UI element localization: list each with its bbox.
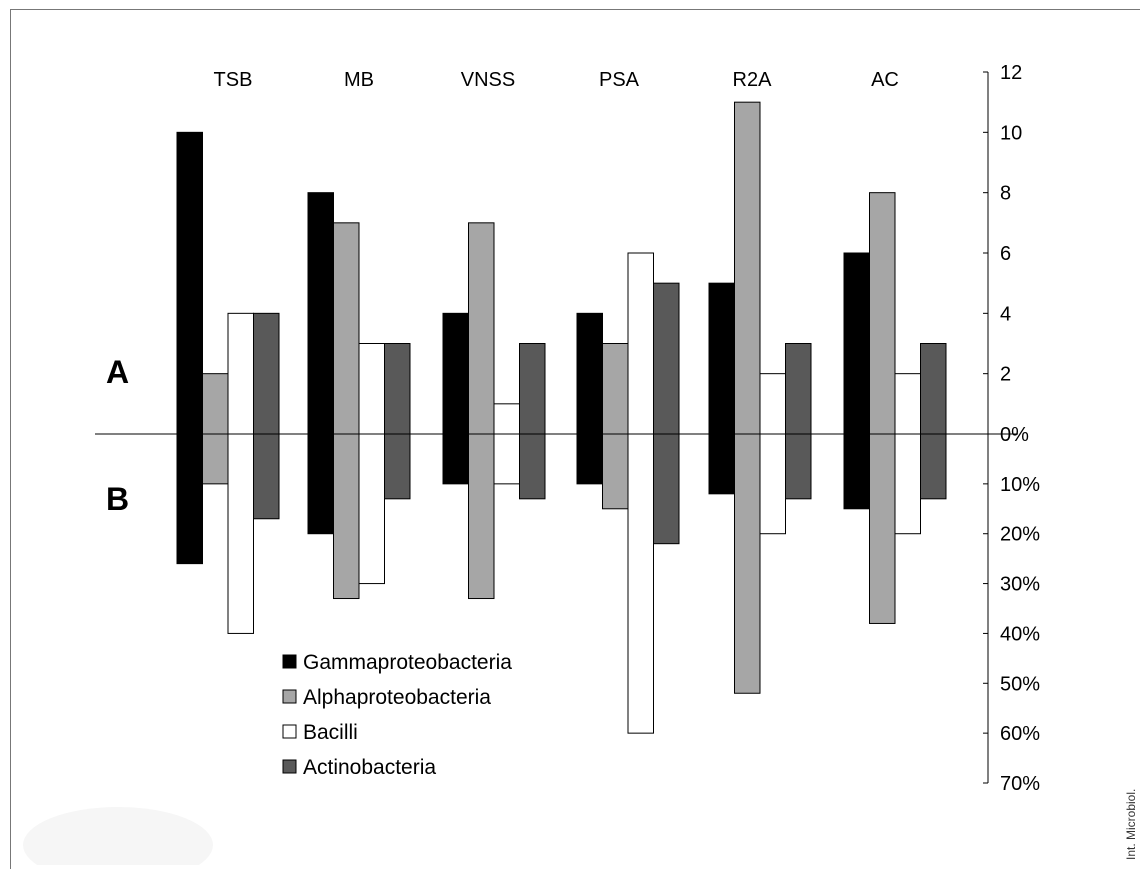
category-label-r2a: R2A <box>733 69 773 91</box>
bar-a-ac-gammaproteobacteria <box>843 252 870 435</box>
bar-a-r2a-actinobacteria <box>785 343 812 435</box>
panel-label-a: A <box>106 354 129 390</box>
bar-a-psa-alphaproteobacteria <box>602 343 629 435</box>
bar-b-psa-alphaproteobacteria <box>602 433 629 510</box>
tick-label: 50% <box>1000 673 1040 695</box>
bar-b-r2a-bacilli <box>759 433 786 535</box>
bar-b-vnss-bacilli <box>493 433 520 485</box>
tick-label: 0% <box>1000 424 1029 446</box>
legend: Gammaproteobacteria Alphaproteobacteria Ba… <box>282 651 512 779</box>
bar-b-r2a-gammaproteobacteria <box>708 433 735 495</box>
legend-label-alphaproteobacteria: Alphaproteobacteria <box>303 686 491 709</box>
legend-label-actinobacteria: Actinobacteria <box>303 756 436 779</box>
bar-a-vnss-actinobacteria <box>519 343 546 435</box>
tick-label: 4 <box>1000 303 1011 325</box>
bar-b-tsb-gammaproteobacteria <box>176 433 203 565</box>
bar-b-psa-gammaproteobacteria <box>576 433 603 485</box>
bar-a-r2a-gammaproteobacteria <box>708 282 735 435</box>
category-label-mb: MB <box>344 69 374 91</box>
bar-a-mb-alphaproteobacteria <box>333 222 360 435</box>
tick-label: 40% <box>1000 623 1040 645</box>
bar-b-vnss-alphaproteobacteria <box>468 433 495 600</box>
bar-b-tsb-bacilli <box>227 433 254 634</box>
legend-label-gammaproteobacteria: Gammaproteobacteria <box>303 651 512 674</box>
panel-label-b: B <box>106 481 129 517</box>
tick-label: 2 <box>1000 364 1011 386</box>
tick-label: 12 <box>1000 62 1022 84</box>
tick-label: 60% <box>1000 723 1040 745</box>
bar-b-r2a-alphaproteobacteria <box>734 433 761 694</box>
category-label-psa: PSA <box>599 69 640 91</box>
faint-shape <box>23 807 213 865</box>
bar-a-psa-bacilli <box>627 252 654 435</box>
bar-b-tsb-actinobacteria <box>253 433 280 520</box>
chart-frame <box>10 9 1140 869</box>
bar-a-tsb-gammaproteobacteria <box>176 131 203 435</box>
tick-label: 8 <box>1000 183 1011 205</box>
bar-a-mb-gammaproteobacteria <box>307 192 334 435</box>
bar-b-r2a-actinobacteria <box>785 433 812 500</box>
bar-b-mb-gammaproteobacteria <box>307 433 334 535</box>
tick-label: 70% <box>1000 773 1040 795</box>
tick-label: 6 <box>1000 243 1011 265</box>
bar-a-psa-actinobacteria <box>653 282 680 435</box>
bar-a-tsb-alphaproteobacteria <box>202 373 229 435</box>
legend-swatch-alphaproteobacteria <box>282 689 297 704</box>
bar-b-ac-bacilli <box>894 433 921 535</box>
bar-a-vnss-gammaproteobacteria <box>442 312 469 435</box>
bar-b-mb-bacilli <box>358 433 385 585</box>
bar-b-vnss-gammaproteobacteria <box>442 433 469 485</box>
bar-b-psa-bacilli <box>627 433 654 734</box>
tick-label: 10 <box>1000 122 1022 144</box>
bar-b-ac-gammaproteobacteria <box>843 433 870 510</box>
bar-a-tsb-actinobacteria <box>253 312 280 435</box>
bar-b-ac-alphaproteobacteria <box>869 433 896 624</box>
bar-b-ac-actinobacteria <box>920 433 947 500</box>
bar-a-ac-bacilli <box>894 373 921 435</box>
credit-text: Int. Microbiol. <box>1124 789 1138 860</box>
bar-a-vnss-alphaproteobacteria <box>468 222 495 435</box>
bar-a-r2a-bacilli <box>759 373 786 435</box>
bar-a-tsb-bacilli <box>227 312 254 435</box>
bar-b-tsb-alphaproteobacteria <box>202 433 229 485</box>
legend-swatch-actinobacteria <box>282 759 297 774</box>
category-label-tsb: TSB <box>214 69 253 91</box>
bar-b-mb-alphaproteobacteria <box>333 433 360 600</box>
category-label-vnss: VNSS <box>461 69 515 91</box>
bar-a-mb-actinobacteria <box>384 343 411 435</box>
bars-group <box>176 101 947 734</box>
bar-a-vnss-bacilli <box>493 403 520 435</box>
legend-label-bacilli: Bacilli <box>303 721 358 744</box>
bar-b-vnss-actinobacteria <box>519 433 546 500</box>
legend-swatch-gammaproteobacteria <box>282 654 297 669</box>
bar-b-psa-actinobacteria <box>653 433 680 545</box>
bar-a-mb-bacilli <box>358 343 385 435</box>
bar-a-psa-gammaproteobacteria <box>576 312 603 435</box>
category-labels: TSB MB VNSS PSA R2A AC <box>214 69 899 91</box>
tick-label: 10% <box>1000 474 1040 496</box>
category-label-ac: AC <box>871 69 899 91</box>
legend-swatch-bacilli <box>282 724 297 739</box>
bar-a-r2a-alphaproteobacteria <box>734 101 761 435</box>
bar-a-ac-alphaproteobacteria <box>869 192 896 435</box>
tick-label: 30% <box>1000 574 1040 596</box>
bar-a-ac-actinobacteria <box>920 343 947 435</box>
tick-label: 20% <box>1000 524 1040 546</box>
bar-b-mb-actinobacteria <box>384 433 411 500</box>
